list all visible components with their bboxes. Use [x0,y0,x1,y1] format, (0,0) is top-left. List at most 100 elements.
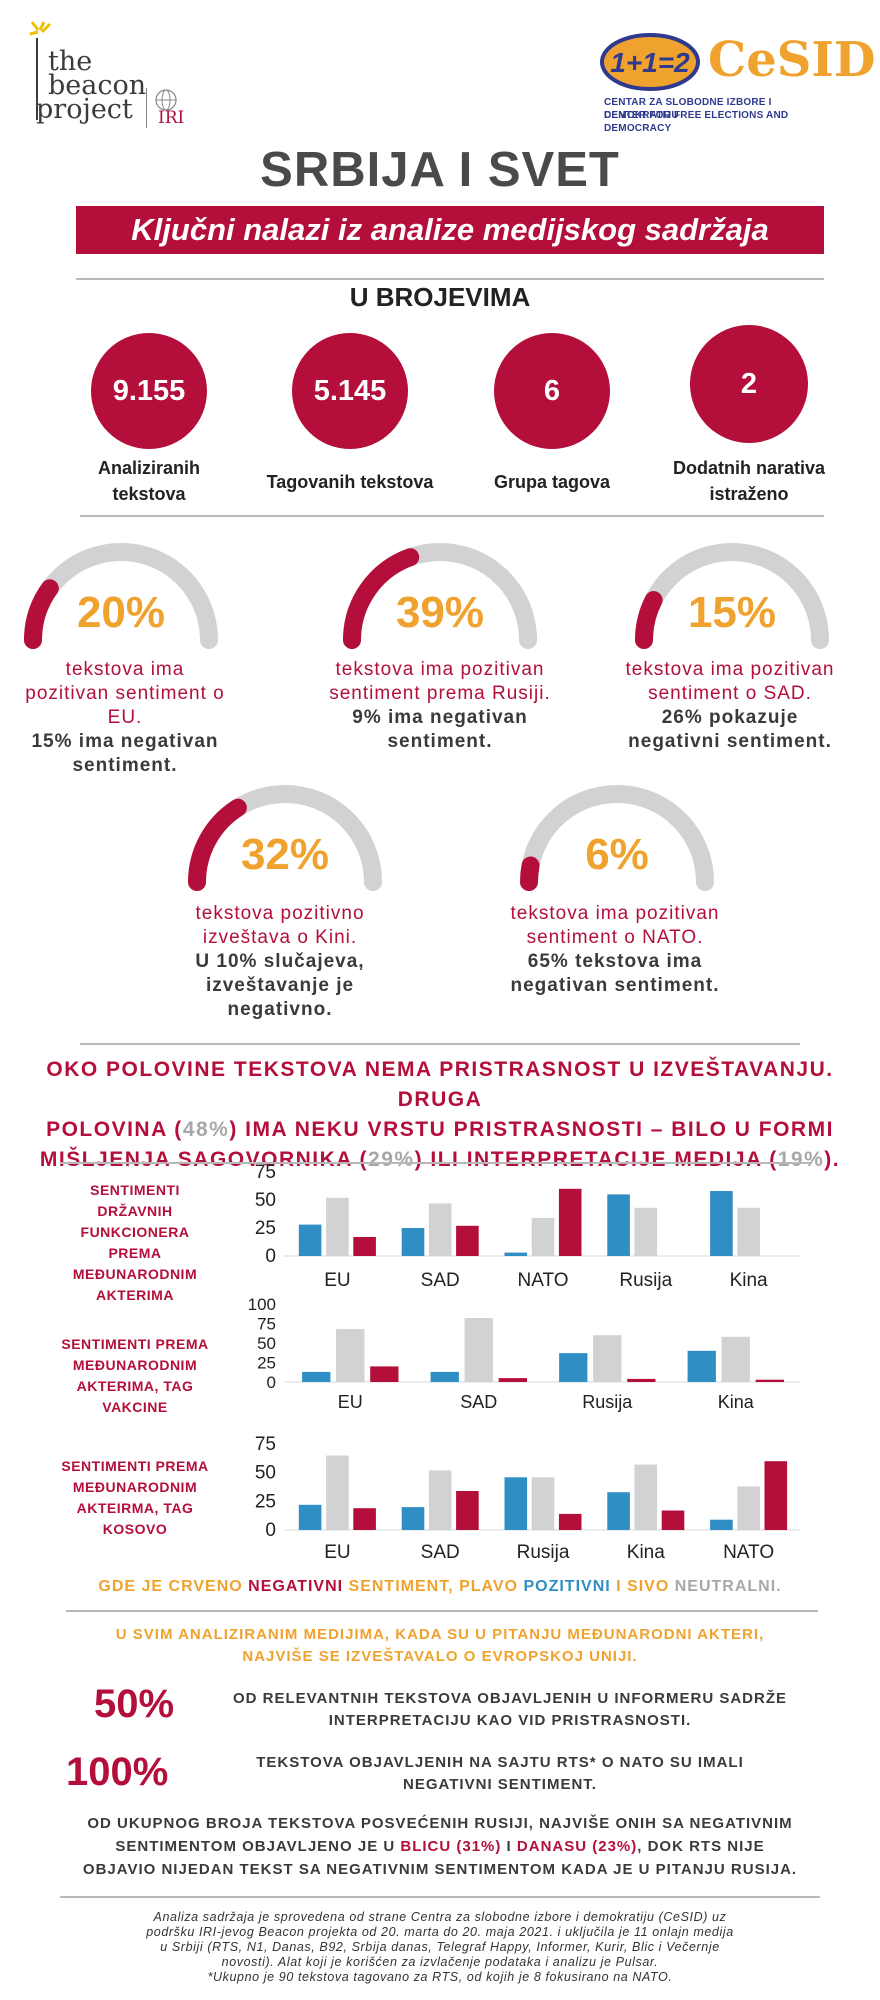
bar [710,1191,733,1256]
russia-note-l3: OBJAVIO NIJEDAN TEKST SA NEGATIVNIM SENT… [82,1861,798,1878]
bias-value-48: 48% [182,1118,230,1141]
chart-title-line: SENTIMENTI [90,1182,180,1198]
stat-informer-l1: OD RELEVANTNIH TEKSTOVA OBJAVLJENIH U IN… [232,1690,788,1707]
cesid-logo: 1+1=2 CeSID CENTAR ZA SLOBODNE IZBORE I … [598,30,875,134]
bar [428,1470,452,1530]
footer-l2: podršku IRI-jevog Beacon projekta od 20.… [146,1925,734,1939]
bar [428,1203,452,1256]
legend-neutral: NEUTRALNI. [674,1578,782,1595]
russia-note-l2: SENTIMENTOM OBJAVLJENO JE U BLICU (31%) … [40,1835,840,1858]
bias-line-3: MIŠLJENJA SAGOVORNIKA (29%) ILI INTERPRE… [10,1145,870,1175]
chart3-title: SENTIMENTI PREMA MEĐUNARODNIM AKTEIRMA, TA… [40,1456,230,1540]
y-tick-label: 25 [257,1354,276,1373]
gauge-russia-negative-l1: 9% ima negativan [352,707,528,728]
bar [593,1335,622,1382]
category-label: EU [324,1542,350,1563]
category-label: SAD [460,1392,497,1412]
stat-rts-l2: NEGATIVNI SENTIMENT. [403,1776,597,1793]
divider [66,1610,818,1612]
chart-title-line: FUNKCIONERA [80,1224,190,1240]
y-tick-label: 25 [255,1491,276,1512]
gauge-nato-percent: 6% [585,830,649,879]
numbers-heading: U BROJEVIMA [349,282,531,312]
bias-line-2: POLOVINA (48%) IMA NEKU VRSTU PRISTRASNO… [10,1115,870,1145]
gauge-russia-positive-l2: sentiment prema Rusiji. [329,683,551,704]
bar [302,1371,331,1382]
gauge-nato-positive: tekstova ima pozitivan sentiment o NATO. [470,902,760,950]
bias-text-c: MIŠLJENJA SAGOVORNIKA ( [39,1148,369,1171]
legend-positive: POZITIVNI [523,1578,611,1595]
gauge-nato-negative-l2: negativan sentiment. [510,975,720,996]
gauge-fill [188,798,247,891]
bar [326,1197,349,1256]
bar [531,1217,555,1256]
stat-label-narratives: Dodatnih narativa istraženo [649,455,849,507]
bar [558,1513,582,1530]
y-tick-label: 25 [255,1218,276,1239]
gauge-russia [343,543,537,649]
stat-rts-value: 100% [66,1750,169,1794]
russia-text-c: , DOK RTS NIJE [637,1838,765,1855]
page-title: SRBIJA I SVET [260,143,620,197]
russia-danas: DANASU (23%) [516,1838,638,1855]
gauge-russia-negative: 9% ima negativan sentiment. [300,706,580,754]
bar [721,1336,750,1382]
stat-label-groups: Grupa tagova [493,472,611,492]
stat-label-narratives-line1: Dodatnih narativa [672,458,826,478]
cesid-equation-badge: 1+1=2 [600,33,700,91]
gauge-eu-positive-l2: pozitivan sentiment o [25,683,225,704]
divider [80,515,824,517]
gauge-eu-positive-l3: EU. [107,707,143,728]
gauge-nato-positive-l1: tekstova ima pozitivan [510,903,720,924]
bar [456,1491,479,1530]
y-tick-label: 75 [257,1315,276,1334]
gauge-china-negative-l1: U 10% slučajeva, [195,951,365,972]
bar [401,1507,425,1530]
legend-text-c: I SIVO [610,1578,675,1595]
stat-informer-text: OD RELEVANTNIH TEKSTOVA OBJAVLJENIH U IN… [200,1688,820,1732]
y-tick-label: 50 [255,1190,276,1211]
footer-l1: Analiza sadržaja je sprovedena od strane… [153,1910,727,1924]
bar [504,1477,528,1530]
gauge-russia-negative-l2: sentiment. [387,731,493,752]
chart-title-line: PREMA [108,1245,162,1261]
gauge-eu [24,543,218,649]
bar [353,1508,376,1530]
cesid-name: CeSID [708,32,876,88]
bar [634,1464,658,1530]
divider [60,1162,812,1164]
gauge-usa [635,543,829,649]
russia-text-a: SENTIMENTOM OBJAVLJENO JE U [115,1838,401,1855]
gauge-russia-percent: 39% [395,588,485,637]
gauge-china-negative: U 10% slučajeva, izveštavanje je negativ… [140,950,420,1022]
bar [298,1504,322,1530]
y-tick-label: 0 [265,1246,276,1267]
bar [326,1455,349,1530]
bar [710,1519,733,1530]
gauge-eu-negative: 15% ima negativan sentiment. [0,730,250,778]
y-tick-label: 50 [257,1334,276,1353]
bias-text-b: ) IMA NEKU VRSTU PRISTRASNOSTI – BILO U … [229,1118,834,1141]
bar [559,1353,588,1382]
chart-title-line: MEĐUNARODNIM [72,1357,198,1373]
bar [764,1461,788,1530]
divider [80,1043,800,1045]
category-label: NATO [723,1542,774,1563]
bar [607,1194,630,1256]
beacon-logo-line [36,38,38,120]
cesid-subtitle-en: CENTER FOR FREE ELECTIONS AND DEMOCRACY [604,110,789,134]
bar [456,1225,479,1256]
y-tick-label: 50 [255,1463,276,1484]
bias-summary: OKO POLOVINE TEKSTOVA NEMA PRISTRASNOST … [10,1055,870,1175]
gauge-track [520,785,714,891]
chart-legend: GDE JE CRVENO NEGATIVNI SENTIMENT, PLAVO… [0,1578,880,1596]
legend-text-a: GDE JE CRVENO [98,1578,249,1595]
chart-title-line: VAKCINE [102,1399,168,1415]
gauge-russia-positive: tekstova ima pozitivan sentiment prema R… [300,658,580,706]
subtitle-banner: Ključni nalazi iz analize medijskog sadr… [76,206,824,254]
eu-note-line1: U SVIM ANALIZIRANIM MEDIJIMA, KADA SU U … [115,1626,765,1643]
bar [531,1477,555,1530]
category-label: Rusija [619,1270,672,1291]
chart1-officials-sentiment: 75 50 25 0 EU SAD NATO Rusija Kina [255,1162,800,1291]
eu-note-line2: NAJVIŠE SE IZVEŠTAVALO O EVROPSKOJ UNIJI… [242,1648,638,1665]
